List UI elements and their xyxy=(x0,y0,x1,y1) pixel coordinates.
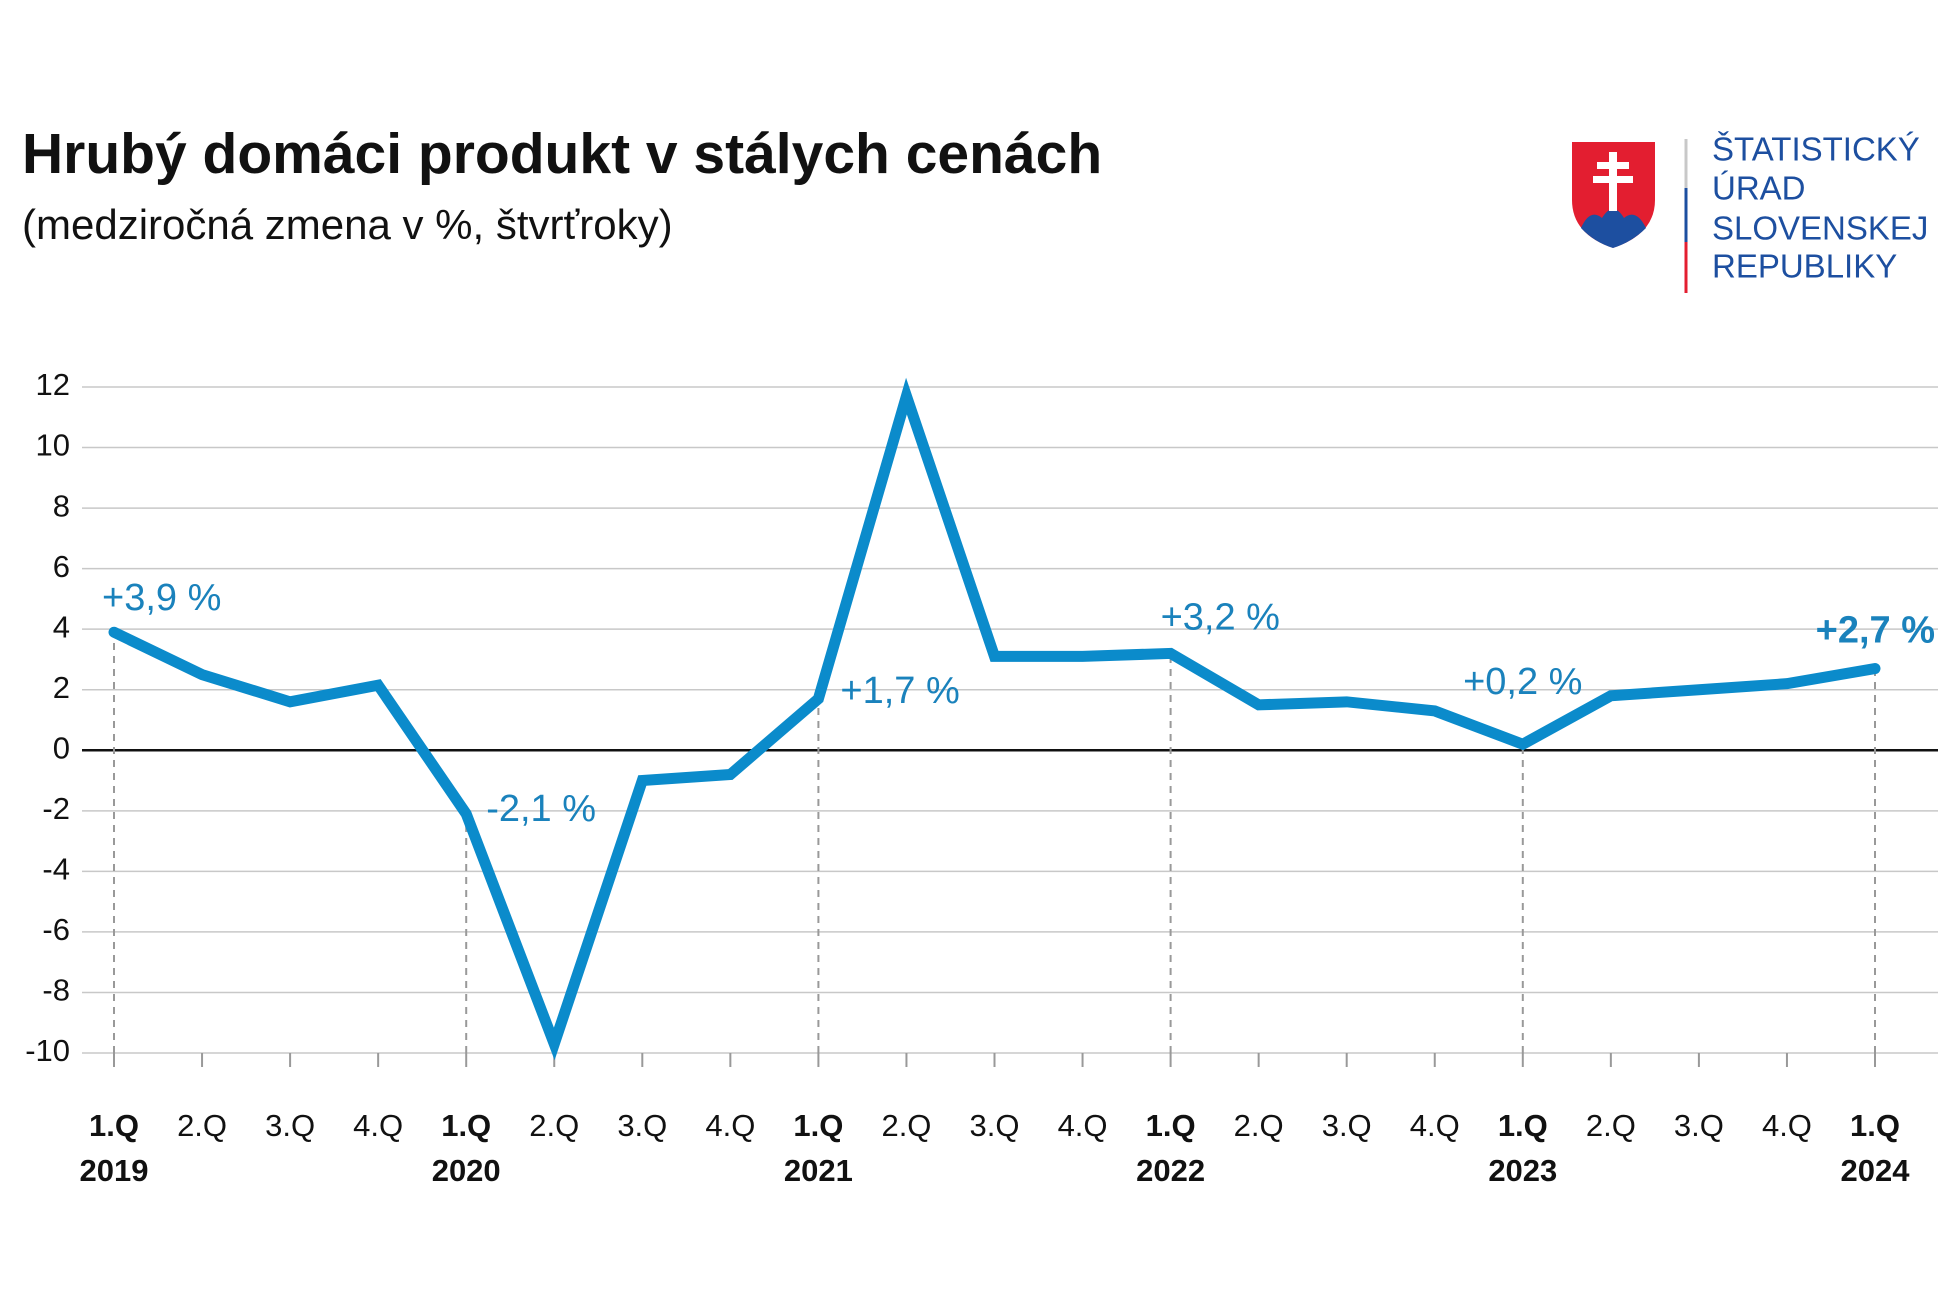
x-tick-label: 4.Q xyxy=(1410,1108,1460,1143)
data-label: +2,7 % xyxy=(1816,610,1935,652)
y-tick-label: 0 xyxy=(53,730,70,765)
data-label: +0,2 % xyxy=(1463,661,1582,703)
x-year-label: 2020 xyxy=(432,1153,501,1188)
logo-cross xyxy=(1593,152,1633,211)
x-year-label: 2023 xyxy=(1488,1153,1557,1188)
x-tick-label: 3.Q xyxy=(970,1108,1020,1143)
logo-text: REPUBLIKY xyxy=(1712,248,1897,285)
y-tick-label: 6 xyxy=(53,549,70,584)
x-tick-label: 1.Q xyxy=(793,1108,843,1143)
data-label: +3,9 % xyxy=(102,577,221,619)
chart-title: Hrubý domáci produkt v stálych cenách xyxy=(22,122,1102,186)
x-tick-label: 1.Q xyxy=(1498,1108,1548,1143)
x-year-label: 2022 xyxy=(1136,1153,1205,1188)
x-tick-label: 2.Q xyxy=(1234,1108,1284,1143)
x-tick-label: 1.Q xyxy=(1146,1108,1196,1143)
y-tick-label: 2 xyxy=(53,670,70,705)
chart-subtitle: (medziročná zmena v %, štvrťroky) xyxy=(22,201,673,248)
x-year-label: 2021 xyxy=(784,1153,853,1188)
logo-hills xyxy=(1581,209,1646,248)
data-label: -2,1 % xyxy=(486,788,596,830)
y-tick-label: 4 xyxy=(53,609,70,644)
logo: ŠTATISTICKÝ ÚRAD SLOVENSKEJ REPUBLIKY xyxy=(1570,131,1928,293)
x-tick-label: 4.Q xyxy=(353,1108,403,1143)
y-tick-label: 8 xyxy=(53,488,70,523)
x-tick-label: 2.Q xyxy=(881,1108,931,1143)
x-tick-label: 4.Q xyxy=(1762,1108,1812,1143)
logo-text: SLOVENSKEJ xyxy=(1712,210,1928,247)
x-year-label: 2019 xyxy=(80,1153,149,1188)
data-label: +1,7 % xyxy=(840,670,959,712)
x-tick-label: 3.Q xyxy=(1674,1108,1724,1143)
x-tick-label: 1.Q xyxy=(1850,1108,1900,1143)
x-tick-label: 4.Q xyxy=(1058,1108,1108,1143)
logo-text: ŠTATISTICKÝ xyxy=(1712,131,1920,168)
x-tick-label: 3.Q xyxy=(617,1108,667,1143)
y-tick-label: 12 xyxy=(36,367,70,402)
y-tick-label: -2 xyxy=(42,791,70,826)
x-tick-label: 2.Q xyxy=(1586,1108,1636,1143)
x-tick-label: 1.Q xyxy=(89,1108,139,1143)
y-tick-label: -6 xyxy=(42,912,70,947)
x-tick-label: 4.Q xyxy=(705,1108,755,1143)
x-tick-label: 3.Q xyxy=(265,1108,315,1143)
y-tick-label: -10 xyxy=(25,1033,70,1068)
x-tick-label: 2.Q xyxy=(529,1108,579,1143)
y-tick-label: -8 xyxy=(42,973,70,1008)
data-label: +3,2 % xyxy=(1161,596,1280,638)
y-tick-label: -4 xyxy=(42,852,70,887)
x-tick-label: 3.Q xyxy=(1322,1108,1372,1143)
line xyxy=(108,377,1881,1061)
x-year-label: 2024 xyxy=(1841,1153,1911,1188)
y-tick-label: 10 xyxy=(36,428,70,463)
x-tick-label: 2.Q xyxy=(177,1108,227,1143)
logo-text: ÚRAD xyxy=(1712,170,1806,207)
x-tick-label: 1.Q xyxy=(441,1108,491,1143)
